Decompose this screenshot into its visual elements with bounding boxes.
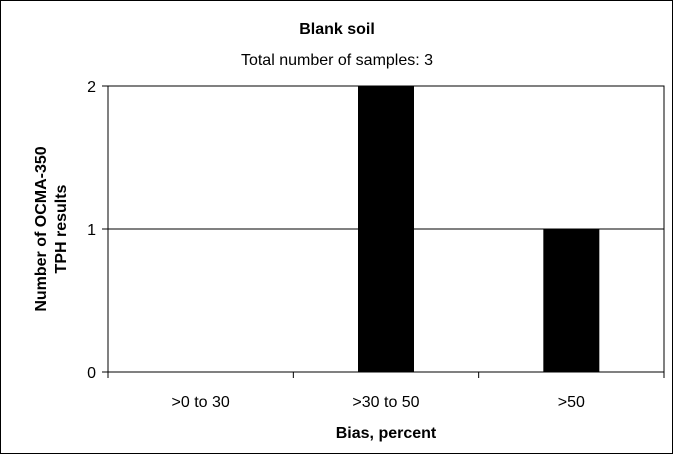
chart-title: Blank soil [299,21,375,38]
y-axis-title-line-2: TPH results [53,184,70,273]
chart-subtitle: Total number of samples: 3 [241,52,433,69]
x-axis-ticks: >0 to 30 >30 to 50 >50 [108,372,664,411]
x-tick-label: >0 to 30 [172,394,230,411]
y-tick-label: 0 [87,365,96,382]
y-axis-title-line-1: Number of OCMA-350 [33,146,50,311]
y-tick-label: 1 [87,222,96,239]
x-tick-label: >50 [558,394,585,411]
y-axis-title: Number of OCMA-350 TPH results [33,146,70,311]
bar [359,86,414,372]
bar [544,229,599,372]
x-tick-label: >30 to 50 [352,394,419,411]
y-tick-label: 2 [87,79,96,96]
y-axis-ticks: 0 1 2 [87,79,108,382]
x-axis-title: Bias, percent [336,425,437,442]
